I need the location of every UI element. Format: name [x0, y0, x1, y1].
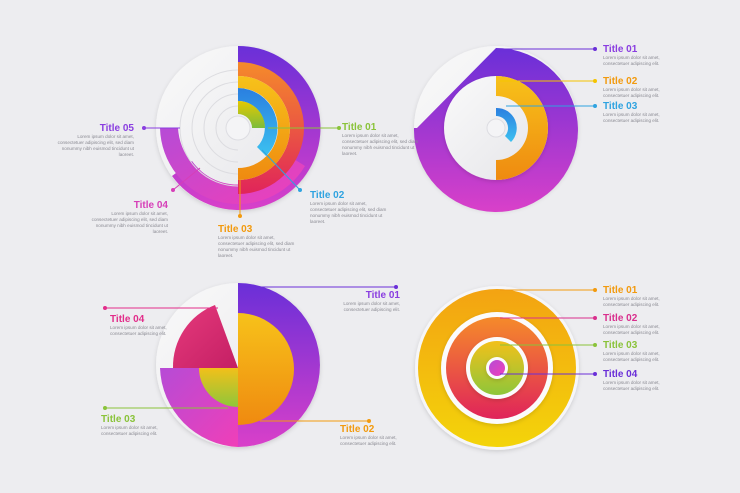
- chart-3-label-03: Title 03 Lorem ipsum dolor sit amet, con…: [101, 414, 183, 437]
- chart-1-connectors: [142, 126, 341, 218]
- chart-1-title-04: Title 04: [133, 200, 168, 211]
- chart-2-label-03: Title 03 Lorem ipsum dolor sit amet, con…: [603, 101, 685, 124]
- chart-4-label-03: Title 03 Lorem ipsum dolor sit amet, con…: [603, 340, 685, 363]
- chart-2-desc-03: Lorem ipsum dolor sit amet, consectetuer…: [603, 112, 660, 123]
- chart-4-label-04: Title 04 Lorem ipsum dolor sit amet, con…: [603, 369, 685, 392]
- chart-3-green-quarter: [199, 368, 238, 407]
- chart-4: [415, 286, 579, 450]
- chart-1-label-05: Title 05 Lorem ipsum dolor sit amet, con…: [52, 123, 134, 158]
- chart-2-center-hole: [486, 118, 506, 138]
- chart-4-desc-02: Lorem ipsum dolor sit amet, consectetuer…: [603, 324, 660, 335]
- chart-3-label-04: Title 04 Lorem ipsum dolor sit amet, con…: [110, 314, 192, 337]
- chart-3-desc-04: Lorem ipsum dolor sit amet, consectetuer…: [110, 325, 167, 336]
- chart-4-desc-04: Lorem ipsum dolor sit amet, consectetuer…: [603, 380, 660, 391]
- chart-4-title-01: Title 01: [603, 285, 638, 296]
- chart-3-label-01: Title 01 Lorem ipsum dolor sit amet, con…: [318, 290, 400, 313]
- chart-2-title-02: Title 02: [603, 76, 638, 87]
- chart-4-label-02: Title 02 Lorem ipsum dolor sit amet, con…: [603, 313, 685, 336]
- chart-3-pink-wedge: [172, 305, 238, 368]
- chart-1-label-03: Title 03 Lorem ipsum dolor sit amet, con…: [218, 224, 300, 259]
- chart-1-blue-ring: [238, 88, 278, 156]
- chart-2-desc-01: Lorem ipsum dolor sit amet, consectetuer…: [603, 55, 660, 66]
- chart-3: [156, 283, 320, 447]
- chart-1-title-03: Title 03: [218, 224, 253, 235]
- chart-1-desc-03: Lorem ipsum dolor sit amet, consectetuer…: [218, 235, 295, 258]
- chart-4-desc-03: Lorem ipsum dolor sit amet, consectetuer…: [603, 351, 660, 362]
- chart-4-purple-dot: [489, 360, 505, 376]
- chart-3-title-04: Title 04: [110, 314, 145, 325]
- chart-2-blue-arc: [496, 107, 517, 142]
- chart-2-label-02: Title 02 Lorem ipsum dolor sit amet, con…: [603, 76, 685, 99]
- chart-4-desc-01: Lorem ipsum dolor sit amet, consectetuer…: [603, 296, 660, 307]
- chart-3-connectors: [103, 285, 398, 423]
- chart-2-desc-02: Lorem ipsum dolor sit amet, consectetuer…: [603, 87, 660, 98]
- chart-1-desc-02: Lorem ipsum dolor sit amet, consectetuer…: [310, 201, 387, 224]
- chart-3-title-03: Title 03: [101, 414, 136, 425]
- chart-1-center-hole: [225, 115, 251, 141]
- chart-1-desc-04: Lorem ipsum dolor sit amet, consectetuer…: [91, 211, 168, 234]
- chart-1-red-ring: [238, 62, 304, 194]
- chart-1-orange-ring: [238, 76, 290, 180]
- chart-3-label-02: Title 02 Lorem ipsum dolor sit amet, con…: [340, 424, 422, 447]
- chart-2-title-01: Title 01: [603, 44, 638, 55]
- chart-4-title-04: Title 04: [603, 369, 638, 380]
- chart-3-title-01: Title 01: [365, 290, 400, 301]
- chart-1: [156, 45, 321, 210]
- chart-1-white-rings: [179, 69, 239, 187]
- chart-1-label-02: Title 02 Lorem ipsum dolor sit amet, con…: [310, 190, 392, 225]
- chart-2-connectors: [500, 47, 597, 108]
- chart-2-label-01: Title 01 Lorem ipsum dolor sit amet, con…: [603, 44, 685, 67]
- chart-2-orange-half: [496, 76, 548, 180]
- chart-1-desc-01: Lorem ipsum dolor sit amet, consectetuer…: [342, 133, 419, 156]
- chart-4-label-01: Title 01 Lorem ipsum dolor sit amet, con…: [603, 285, 685, 308]
- chart-2-title-03: Title 03: [603, 101, 638, 112]
- chart-3-title-02: Title 02: [340, 424, 375, 435]
- chart-4-title-02: Title 02: [603, 313, 638, 324]
- chart-1-title-01: Title 01: [342, 122, 377, 133]
- chart-1-green-ring: [238, 101, 265, 128]
- chart-1-title-02: Title 02: [310, 190, 345, 201]
- chart-3-orange-half: [238, 313, 294, 425]
- chart-3-desc-01: Lorem ipsum dolor sit amet, consectetuer…: [343, 301, 400, 312]
- chart-3-desc-03: Lorem ipsum dolor sit amet, consectetuer…: [101, 425, 158, 436]
- chart-1-title-05: Title 05: [99, 123, 134, 134]
- chart-1-label-01: Title 01 Lorem ipsum dolor sit amet, con…: [342, 122, 424, 157]
- chart-2: [413, 46, 578, 212]
- chart-3-desc-02: Lorem ipsum dolor sit amet, consectetuer…: [340, 435, 397, 446]
- chart-4-connectors: [500, 288, 597, 376]
- chart-1-label-04: Title 04 Lorem ipsum dolor sit amet, con…: [86, 200, 168, 235]
- chart-4-title-03: Title 03: [603, 340, 638, 351]
- chart-1-desc-05: Lorem ipsum dolor sit amet, consectetuer…: [57, 134, 134, 157]
